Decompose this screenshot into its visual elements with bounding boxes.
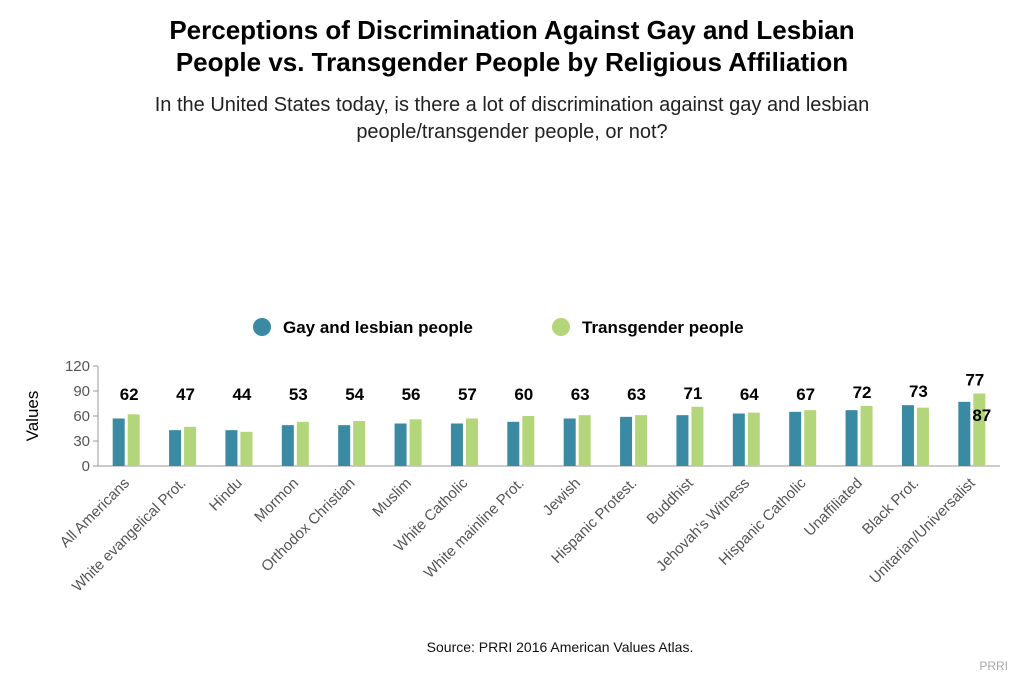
bar: [804, 410, 817, 466]
data-label: 44: [232, 385, 251, 404]
bar: [240, 431, 253, 466]
bar: [450, 423, 463, 466]
x-tick-label: Unitarian/Universalist: [866, 474, 979, 587]
x-tick-label: White mainline Prot.: [421, 475, 528, 582]
x-tick-label: Hindu: [206, 475, 246, 515]
data-label: 63: [571, 385, 590, 404]
chart-title: Perceptions of Discrimination Against Ga…: [0, 14, 1024, 78]
x-tick-label: Jewish: [540, 475, 584, 519]
bar: [860, 406, 873, 466]
chart-title-line-1: Perceptions of Discrimination Against Ga…: [169, 15, 855, 45]
data-label: 77: [965, 371, 984, 390]
x-tick-label: Orthodox Christian: [258, 475, 358, 575]
y-tick-label: 30: [73, 433, 90, 450]
bar: [635, 415, 648, 466]
chart-subtitle-line-2: people/transgender people, or not?: [356, 121, 668, 143]
bar: [169, 430, 182, 466]
chart-title-line-2: People vs. Transgender People by Religio…: [175, 47, 849, 77]
bar: [916, 407, 929, 466]
bar: [973, 393, 986, 466]
data-label: 56: [402, 385, 421, 404]
bar: [127, 414, 140, 466]
data-label: 62: [120, 385, 139, 404]
bar: [353, 421, 366, 466]
bar: [338, 425, 351, 466]
y-axis-title: Values: [23, 391, 42, 442]
bar: [522, 416, 535, 466]
chart-subtitle: In the United States today, is there a l…: [0, 92, 1024, 146]
bar: [732, 413, 745, 466]
bar: [789, 411, 802, 466]
data-label: 54: [345, 385, 364, 404]
legend-label: Transgender people: [582, 318, 744, 337]
data-label: 60: [514, 385, 533, 404]
bar: [112, 418, 125, 466]
bar: [958, 401, 971, 466]
data-label: 72: [853, 383, 872, 402]
chart-subtitle-line-1: In the United States today, is there a l…: [154, 94, 870, 116]
bar: [578, 415, 591, 466]
x-tick-label: White evangelical Prot.: [69, 475, 189, 595]
bar: [676, 415, 689, 466]
bar: [394, 423, 407, 466]
bar: [747, 412, 760, 466]
x-tick-label: Unaffiliated: [801, 475, 866, 540]
bar: [845, 410, 858, 466]
source-note: Source: PRRI 2016 American Values Atlas.: [426, 639, 694, 655]
bar: [225, 430, 238, 466]
y-tick-label: 0: [82, 458, 90, 475]
bar: [691, 406, 704, 466]
y-tick-label: 120: [65, 358, 90, 375]
legend-swatch: [253, 318, 271, 336]
data-label: 73: [909, 382, 928, 401]
bar: [507, 421, 520, 466]
data-label: 47: [176, 385, 195, 404]
data-label: 53: [289, 385, 308, 404]
bar: [465, 418, 478, 466]
data-label: 67: [796, 385, 815, 404]
data-label: 71: [683, 384, 702, 403]
y-tick-label: 60: [73, 408, 90, 425]
data-label: 57: [458, 385, 477, 404]
y-tick-label: 90: [73, 383, 90, 400]
data-label: 64: [740, 385, 759, 404]
bar: [296, 421, 309, 466]
bar: [901, 405, 914, 466]
legend-label: Gay and lesbian people: [283, 318, 473, 337]
data-label: 63: [627, 385, 646, 404]
x-tick-label: Buddhist: [643, 474, 697, 528]
data-label-extra: 87: [972, 406, 991, 425]
bar: [281, 425, 294, 466]
x-tick-label: Muslim: [369, 475, 415, 521]
bar: [620, 416, 633, 466]
bar: [563, 418, 576, 466]
x-tick-label: Mormon: [251, 475, 302, 526]
x-tick-label: Jehovah's Witness: [653, 475, 753, 575]
bar: [409, 419, 422, 466]
credit-label: PRRI: [979, 659, 1008, 673]
legend-swatch: [552, 318, 570, 336]
bar: [184, 426, 197, 466]
